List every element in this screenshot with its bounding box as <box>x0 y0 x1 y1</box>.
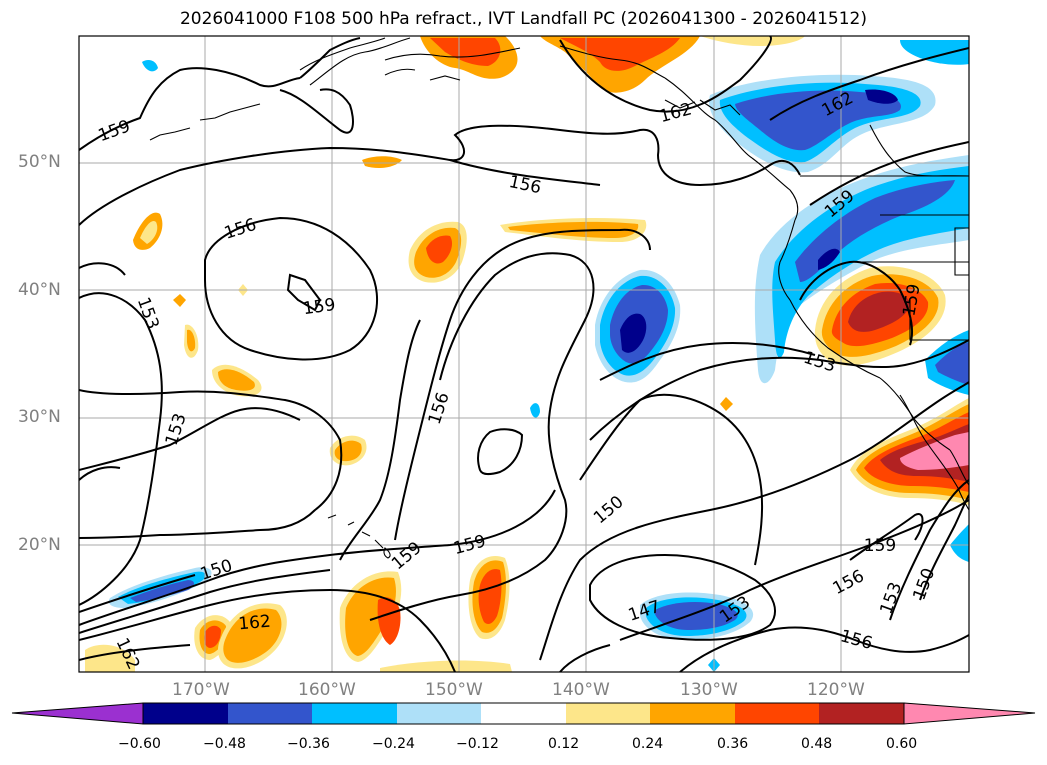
colorbar-bin <box>566 703 650 724</box>
shade-negative <box>130 580 194 602</box>
contour-label: 150 <box>909 566 939 603</box>
shade-positive <box>478 569 502 624</box>
colorbar-tick-label: 0.36 <box>717 736 749 752</box>
contour-label: 159 <box>96 116 133 146</box>
shade-positive <box>700 36 805 46</box>
contour-label: 156 <box>838 626 875 654</box>
colorbar-tick-label: −0.60 <box>118 736 161 752</box>
shade-positive <box>900 432 969 470</box>
contour-label: 159 <box>388 538 426 574</box>
colorbar-bin <box>228 703 312 724</box>
contour-label: 159 <box>864 536 896 556</box>
anomaly-shading <box>85 36 969 672</box>
shade-positive <box>187 329 196 352</box>
shade-negative <box>935 342 969 385</box>
shade-positive <box>720 397 733 411</box>
lon-label-160w: 160°W <box>298 680 356 700</box>
lon-label-120w: 120°W <box>807 680 865 700</box>
contour-label: 153 <box>876 580 906 617</box>
plot-frame <box>78 35 970 673</box>
colorbar-tick-label: 0.48 <box>801 736 833 752</box>
coastlines <box>149 37 969 559</box>
colorbar-tick-label: −0.12 <box>456 736 499 752</box>
shade-positive <box>508 221 639 238</box>
shade-negative <box>530 403 540 418</box>
shade-positive <box>140 220 158 244</box>
colorbar-bin <box>650 703 735 724</box>
contour-label: 159 <box>451 531 488 559</box>
lon-label-130w: 130°W <box>680 680 738 700</box>
lon-label-140w: 140°W <box>552 680 610 700</box>
lat-label-20n: 20°N <box>18 535 61 555</box>
colorbar-tick-label: −0.36 <box>287 736 330 752</box>
shade-positive <box>430 38 501 66</box>
colorbar-bin <box>819 703 904 724</box>
shade-negative <box>772 166 969 358</box>
contour-label: 159 <box>302 295 337 319</box>
colorbar-bin <box>143 703 228 724</box>
contour-label: 150 <box>590 492 628 528</box>
shade-negative <box>865 89 898 104</box>
colorbar-bin <box>397 703 481 724</box>
contour-label: 153 <box>162 411 191 448</box>
colorbar-tick-label: −0.24 <box>372 736 415 752</box>
colorbar-over-triangle <box>903 702 1036 725</box>
colorbar-tick-label: −0.48 <box>203 736 246 752</box>
shade-positive <box>204 625 221 648</box>
shade-positive <box>426 235 453 264</box>
graticule <box>79 36 969 672</box>
lat-label-40n: 40°N <box>18 280 61 300</box>
shade-positive <box>377 597 401 645</box>
shade-negative <box>735 90 901 151</box>
colorbar-tick-label: 0.60 <box>886 736 918 752</box>
shade-positive <box>560 38 680 71</box>
shade-negative <box>818 248 840 270</box>
colorbar-bin <box>481 703 566 724</box>
colorbar-bin <box>735 703 819 724</box>
lat-label-50n: 50°N <box>18 152 61 172</box>
colorbar-tick-label: 0.12 <box>548 736 580 752</box>
shade-positive <box>362 156 402 168</box>
shade-positive <box>380 660 512 672</box>
map-title: 2026041000 F108 500 hPa refract., IVT La… <box>179 9 867 29</box>
contour-label: 156 <box>507 172 543 198</box>
contour-label: 162 <box>238 612 272 635</box>
contour-label: 156 <box>830 566 868 599</box>
colorbar-tick-label: 0.24 <box>632 736 664 752</box>
shade-negative <box>900 40 969 65</box>
height-contours <box>79 36 969 672</box>
colorbar <box>11 702 1036 725</box>
contour-label: 153 <box>133 295 163 332</box>
shade-positive <box>173 294 186 307</box>
shade-negative <box>620 313 647 353</box>
contour-label: 156 <box>222 215 259 244</box>
shade-positive <box>223 608 282 663</box>
shade-negative <box>950 524 969 562</box>
shade-positive <box>218 369 255 391</box>
shade-positive <box>848 291 910 332</box>
lon-label-170w: 170°W <box>172 680 230 700</box>
lat-label-30n: 30°N <box>18 407 61 427</box>
contour-label: 150 <box>198 556 235 585</box>
colorbar-bin <box>312 703 397 724</box>
contour-label: 162 <box>657 99 694 127</box>
shade-negative <box>795 180 955 282</box>
colorbar-under-triangle <box>11 702 144 725</box>
shade-negative <box>655 602 738 630</box>
shade-negative <box>142 60 158 72</box>
lon-label-150w: 150°W <box>425 680 483 700</box>
